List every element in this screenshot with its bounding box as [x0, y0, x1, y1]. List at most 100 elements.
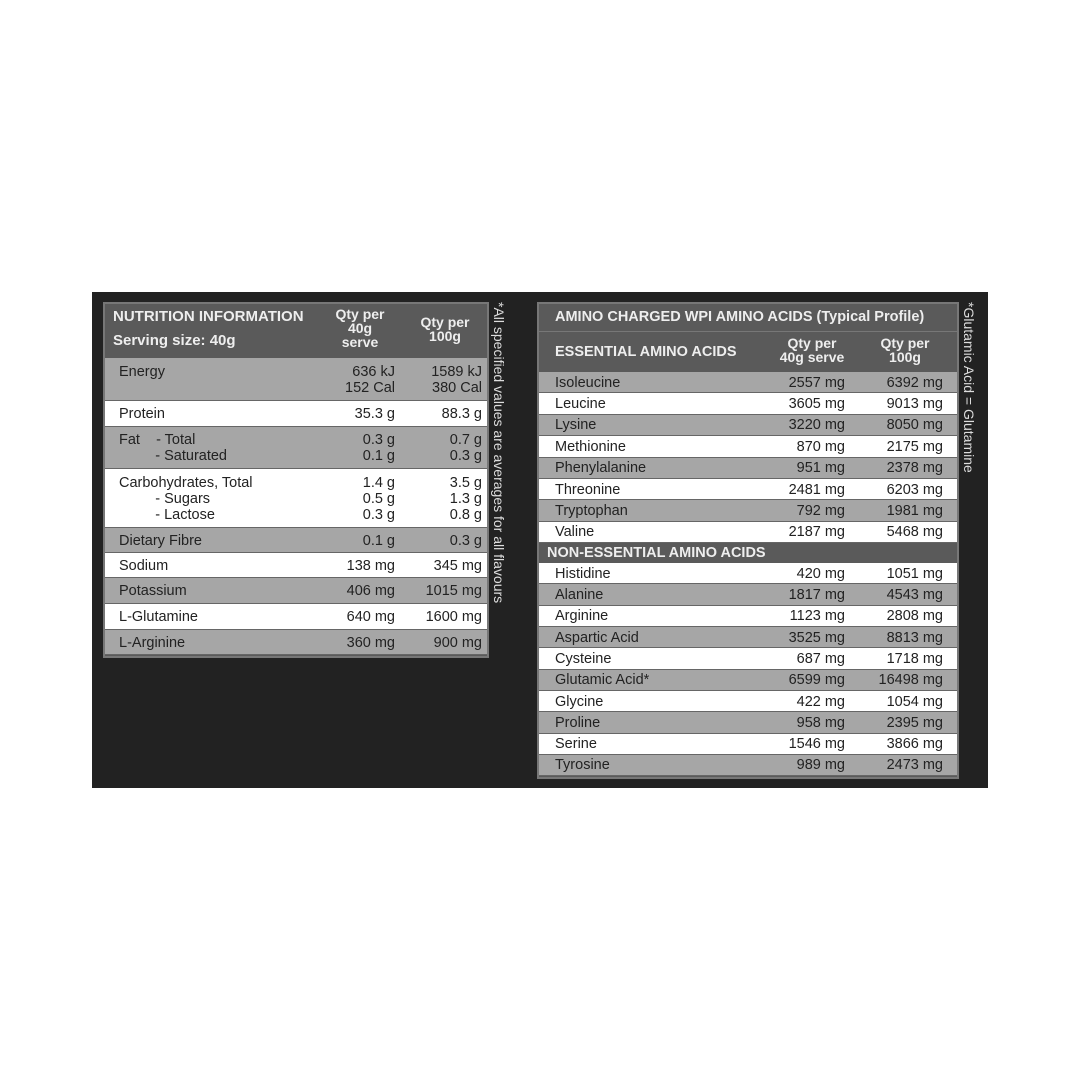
qty-per-serve: 3605 mg	[788, 396, 845, 413]
nonessential-header: NON-ESSENTIAL AMINO ACIDS	[547, 545, 766, 562]
nutrient-name: Potassium	[119, 583, 187, 599]
glutamic-note: *Glutamic Acid = Glutamine	[961, 302, 977, 473]
qty-per-100g: 1054 mg	[886, 693, 943, 710]
qty-per-serve: 1546 mg	[788, 736, 845, 753]
qty-per-100g: 1600 mg	[425, 609, 482, 625]
table-row: L-Glutamine 640 mg 1600 mg	[105, 604, 487, 630]
qty-per-serve: 1817 mg	[788, 587, 845, 604]
essential-header-row: ESSENTIAL AMINO ACIDS Qty per 40g serve …	[539, 332, 957, 372]
qty-per-serve: 2481 mg	[788, 481, 845, 498]
nutrient-name: Carbohydrates, Total - Sugars - Lactose	[119, 474, 253, 523]
essential-header: ESSENTIAL AMINO ACIDS	[555, 344, 737, 360]
serving-size: Serving size: 40g	[113, 332, 236, 349]
qty-per-100g: 345 mg	[433, 557, 482, 574]
qty-per-100g: 1981 mg	[886, 503, 943, 520]
amino-acids-table: AMINO CHARGED WPI AMINO ACIDS (Typical P…	[537, 302, 959, 779]
nutrient-name: Lysine	[555, 417, 597, 434]
qty-per-serve: 958 mg	[796, 714, 845, 731]
qty-per-serve: 138 mg	[346, 557, 395, 574]
qty-per-100g: 3.5 g 1.3 g 0.8 g	[449, 474, 482, 523]
nutrient-name: Aspartic Acid	[555, 629, 639, 646]
label-panel: NUTRITION INFORMATION Serving size: 40g …	[92, 292, 988, 788]
nutrient-name: Sodium	[119, 557, 169, 574]
nutrient-name: Glycine	[555, 693, 604, 710]
qty-per-100g: 2395 mg	[886, 714, 943, 731]
table-row: Threonine 2481 mg 6203 mg	[539, 478, 957, 501]
nutrient-name: Valine	[555, 524, 595, 541]
qty-per-serve: 687 mg	[796, 650, 845, 667]
col-per-100g-header: Qty per 100g	[880, 335, 930, 365]
col-per-100g-header: Qty per 100g	[420, 314, 470, 344]
table-row: Tryptophan 792 mg 1981 mg	[539, 500, 957, 522]
qty-per-100g: 1051 mg	[886, 565, 943, 582]
table-row: Protein 35.3 g 88.3 g	[105, 401, 487, 427]
table-row: Proline 958 mg 2395 mg	[539, 712, 957, 734]
table-row: Potassium 406 mg 1015 mg	[105, 578, 487, 604]
table-row: Arginine 1123 mg 2808 mg	[539, 605, 957, 628]
table-row: Glycine 422 mg 1054 mg	[539, 690, 957, 713]
qty-per-100g: 1718 mg	[886, 650, 943, 667]
qty-per-serve: 792 mg	[796, 503, 845, 520]
qty-per-serve: 951 mg	[796, 460, 845, 477]
nutrition-table: NUTRITION INFORMATION Serving size: 40g …	[103, 302, 489, 658]
qty-per-serve: 6599 mg	[788, 672, 845, 689]
table-row: Isoleucine 2557 mg 6392 mg	[539, 372, 957, 394]
qty-per-serve: 406 mg	[346, 583, 395, 599]
qty-per-100g: 0.3 g	[449, 532, 482, 549]
nutrition-title: NUTRITION INFORMATION	[113, 308, 304, 325]
table-row: Alanine 1817 mg 4543 mg	[539, 584, 957, 606]
qty-per-100g: 8813 mg	[886, 629, 943, 646]
table-row: Lysine 3220 mg 8050 mg	[539, 414, 957, 437]
averages-note: *All specified values are averages for a…	[491, 302, 507, 604]
nutrient-name: Glutamic Acid*	[555, 672, 650, 689]
qty-per-serve: 3220 mg	[788, 417, 845, 434]
qty-per-100g: 6392 mg	[886, 374, 943, 391]
table-row: Histidine 420 mg 1051 mg	[539, 563, 957, 585]
qty-per-serve: 640 mg	[346, 609, 395, 625]
table-row: Cysteine 687 mg 1718 mg	[539, 648, 957, 670]
qty-per-100g: 4543 mg	[886, 587, 943, 604]
table-row: L-Arginine 360 mg 900 mg	[105, 630, 487, 655]
qty-per-100g: 2378 mg	[886, 460, 943, 477]
table-row: Phenylalanine 951 mg 2378 mg	[539, 457, 957, 479]
qty-per-serve: 3525 mg	[788, 629, 845, 646]
qty-per-serve: 0.3 g 0.1 g	[362, 432, 395, 464]
qty-per-100g: 16498 mg	[878, 672, 944, 689]
nutrient-name: Tyrosine	[555, 757, 610, 774]
table-row: Tyrosine 989 mg 2473 mg	[539, 754, 957, 777]
table-row: Aspartic Acid 3525 mg 8813 mg	[539, 627, 957, 649]
qty-per-serve: 422 mg	[796, 693, 845, 710]
table-row: Sodium 138 mg 345 mg	[105, 553, 487, 578]
qty-per-serve: 1123 mg	[789, 608, 845, 625]
nutrient-name: Fat - Total - Saturated	[119, 432, 227, 464]
nutrient-name: Phenylalanine	[555, 460, 647, 477]
qty-per-serve: 35.3 g	[354, 406, 395, 422]
qty-per-100g: 1589 kJ 380 Cal	[431, 363, 482, 396]
nutrient-name: Isoleucine	[555, 374, 621, 391]
qty-per-100g: 3866 mg	[886, 736, 943, 753]
nutrient-name: Arginine	[555, 608, 609, 625]
qty-per-serve: 0.1 g	[362, 532, 395, 549]
table-row: Leucine 3605 mg 9013 mg	[539, 393, 957, 415]
nutrient-name: L-Arginine	[119, 634, 186, 651]
table-row: Valine 2187 mg 5468 mg	[539, 521, 957, 544]
nutrient-name: Proline	[555, 714, 601, 731]
qty-per-100g: 5468 mg	[886, 524, 943, 541]
qty-per-100g: 88.3 g	[441, 406, 482, 422]
nutrient-name: Leucine	[555, 396, 606, 413]
table-row: Methionine 870 mg 2175 mg	[539, 436, 957, 458]
qty-per-100g: 0.7 g 0.3 g	[449, 432, 482, 464]
col-per-serve-header: Qty per 40g serve	[335, 306, 385, 350]
nutrient-name: Protein	[119, 406, 165, 422]
table-row: Dietary Fibre 0.1 g 0.3 g	[105, 528, 487, 553]
qty-per-serve: 636 kJ 152 Cal	[345, 363, 395, 396]
table-row: Serine 1546 mg 3866 mg	[539, 733, 957, 755]
col-per-serve-header: Qty per 40g serve	[779, 335, 845, 365]
qty-per-100g: 2175 mg	[886, 438, 943, 455]
qty-per-100g: 9013 mg	[886, 396, 943, 413]
nutrient-name: Cysteine	[555, 650, 612, 667]
qty-per-serve: 2557 mg	[788, 374, 845, 391]
qty-per-100g: 1015 mg	[425, 583, 482, 599]
amino-title: AMINO CHARGED WPI AMINO ACIDS (Typical P…	[555, 309, 925, 325]
qty-per-100g: 8050 mg	[886, 417, 943, 434]
